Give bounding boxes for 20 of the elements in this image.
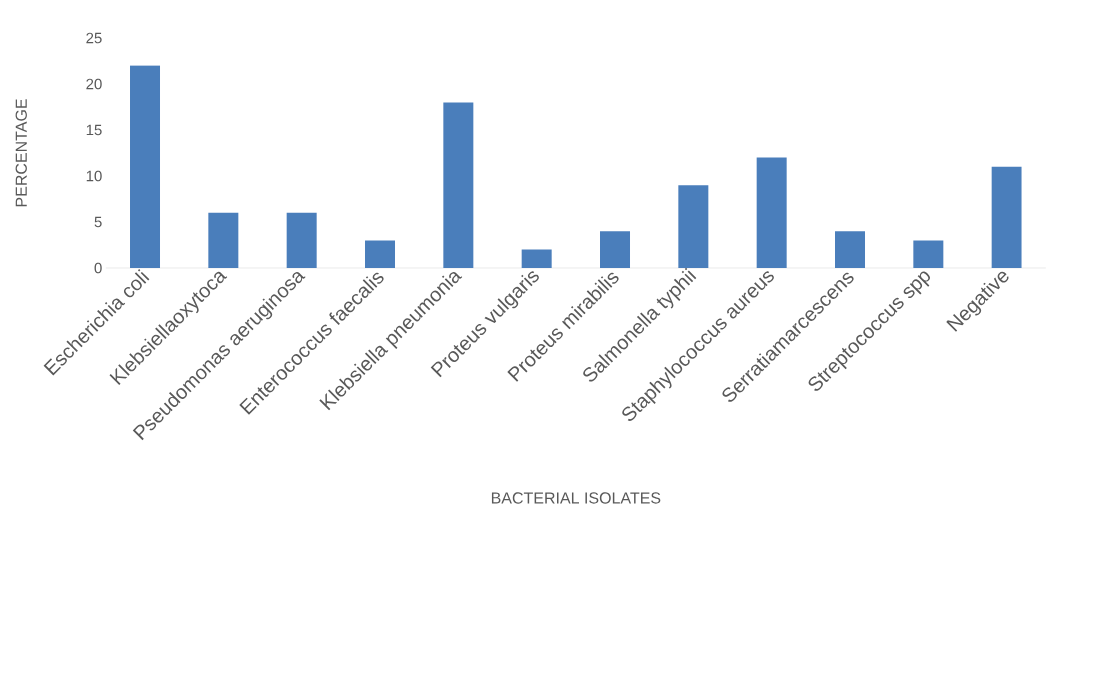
bar [756,157,787,268]
bar [835,231,865,268]
bar [678,185,709,268]
y-axis-title: PERCENTAGE [15,99,27,207]
bar [286,212,317,268]
bar [130,65,161,268]
bar [521,249,552,268]
x-axis-title: BACTERIAL ISOLATES [491,492,661,504]
y-tick-label: 10 [86,170,102,182]
bar [365,240,396,268]
y-tick-label: 20 [86,78,102,90]
bar [913,240,944,268]
y-tick-label: 5 [94,216,102,228]
y-tick-label: 0 [94,262,102,274]
y-tick-label: 15 [86,124,102,136]
bar [208,212,239,268]
bar [443,102,474,268]
bar [991,166,1022,268]
bar [600,231,631,268]
y-tick-label: 25 [86,32,102,44]
